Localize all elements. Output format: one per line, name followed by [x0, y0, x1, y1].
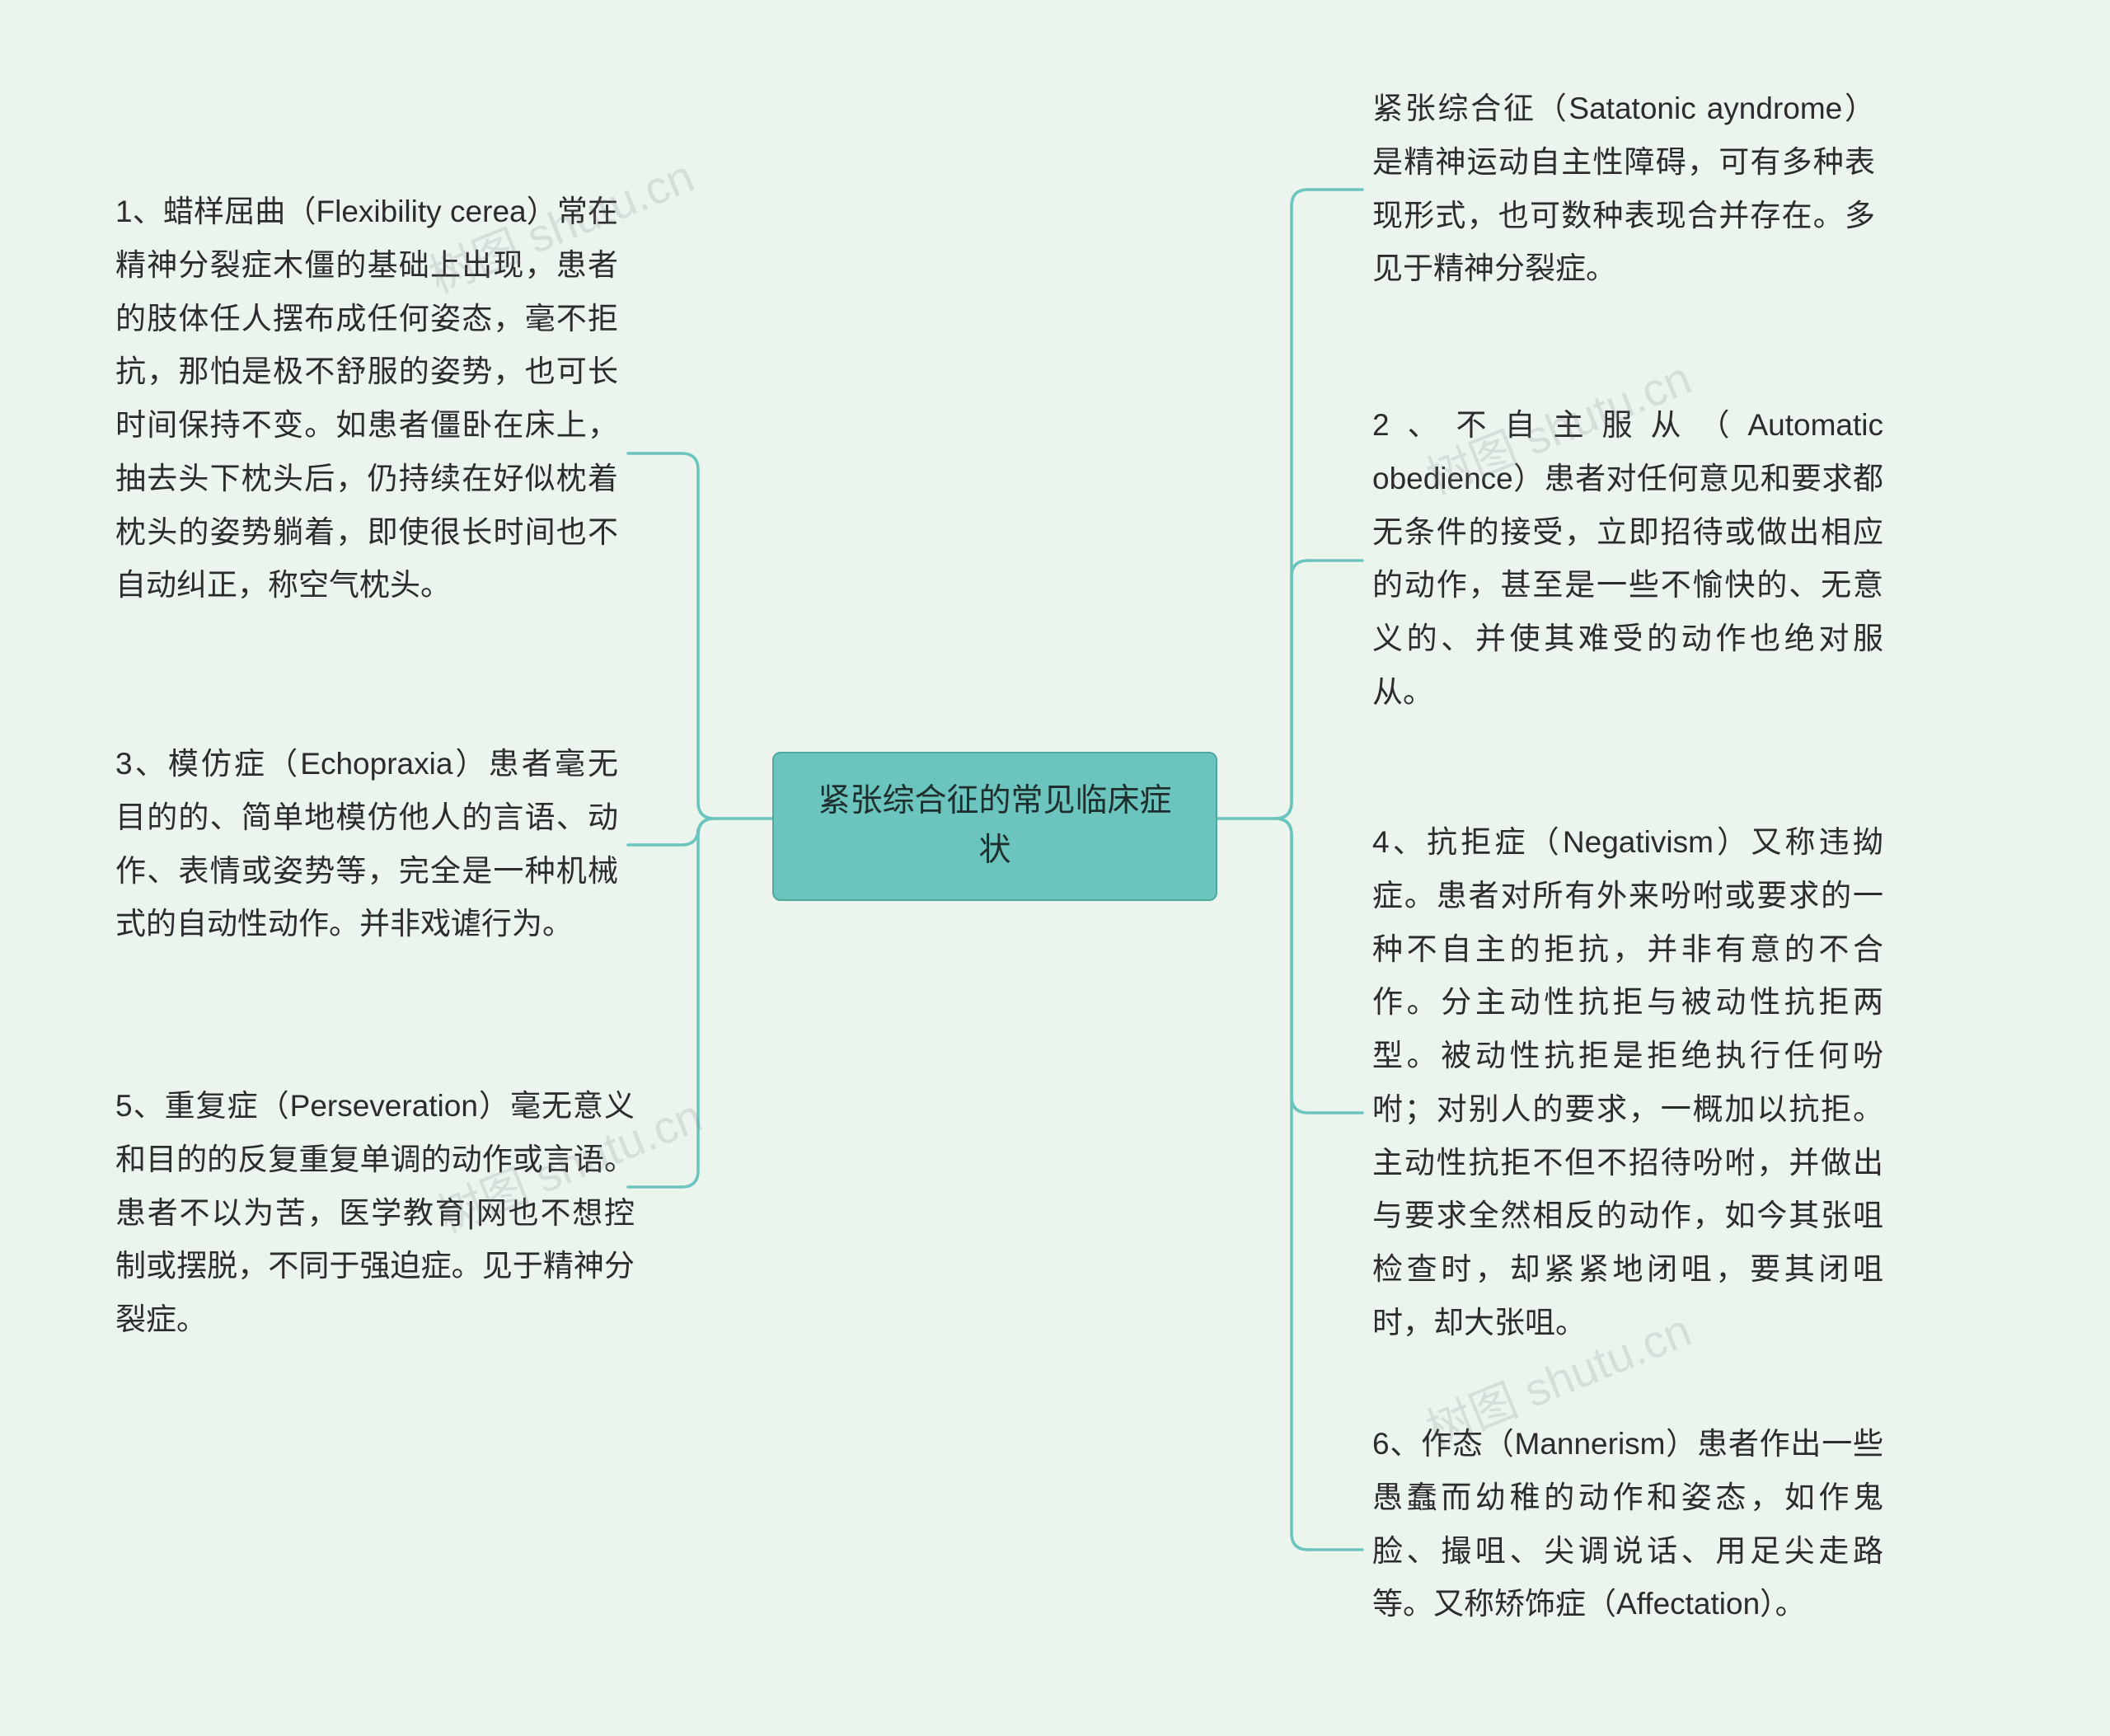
leaf-item6: 6、作态（Mannerism）患者作出一些愚蠢而幼稚的动作和姿态，如作鬼脸、撮咀… — [1372, 1418, 1883, 1631]
center-node: 紧张综合征的常见临床症 状 — [772, 752, 1217, 901]
leaf-intro: 紧张综合征（Satatonic ayndrome）是精神运动自主性障碍，可有多种… — [1372, 82, 1875, 296]
leaf-item5: 5、重复症（Perseveration）毫无意义和目的的反复重复单调的动作或言语… — [115, 1080, 635, 1347]
leaf-item2: 2、不自主服从（Automatic obedience）患者对任何意见和要求都无… — [1372, 399, 1883, 720]
center-title-line2: 状 — [978, 833, 1010, 868]
leaf-item4: 4、抗拒症（Negativism）又称违拗症。患者对所有外来吩咐或要求的一种不自… — [1372, 816, 1883, 1350]
leaf-item1: 1、蜡样屈曲（Flexibility cerea）常在精神分裂症木僵的基础上出现… — [115, 185, 618, 612]
leaf-item3: 3、模仿症（Echopraxia）患者毫无目的的、简单地模仿他人的言语、动作、表… — [115, 738, 618, 951]
center-title-line1: 紧张综合征的常见临床症 — [818, 783, 1171, 819]
